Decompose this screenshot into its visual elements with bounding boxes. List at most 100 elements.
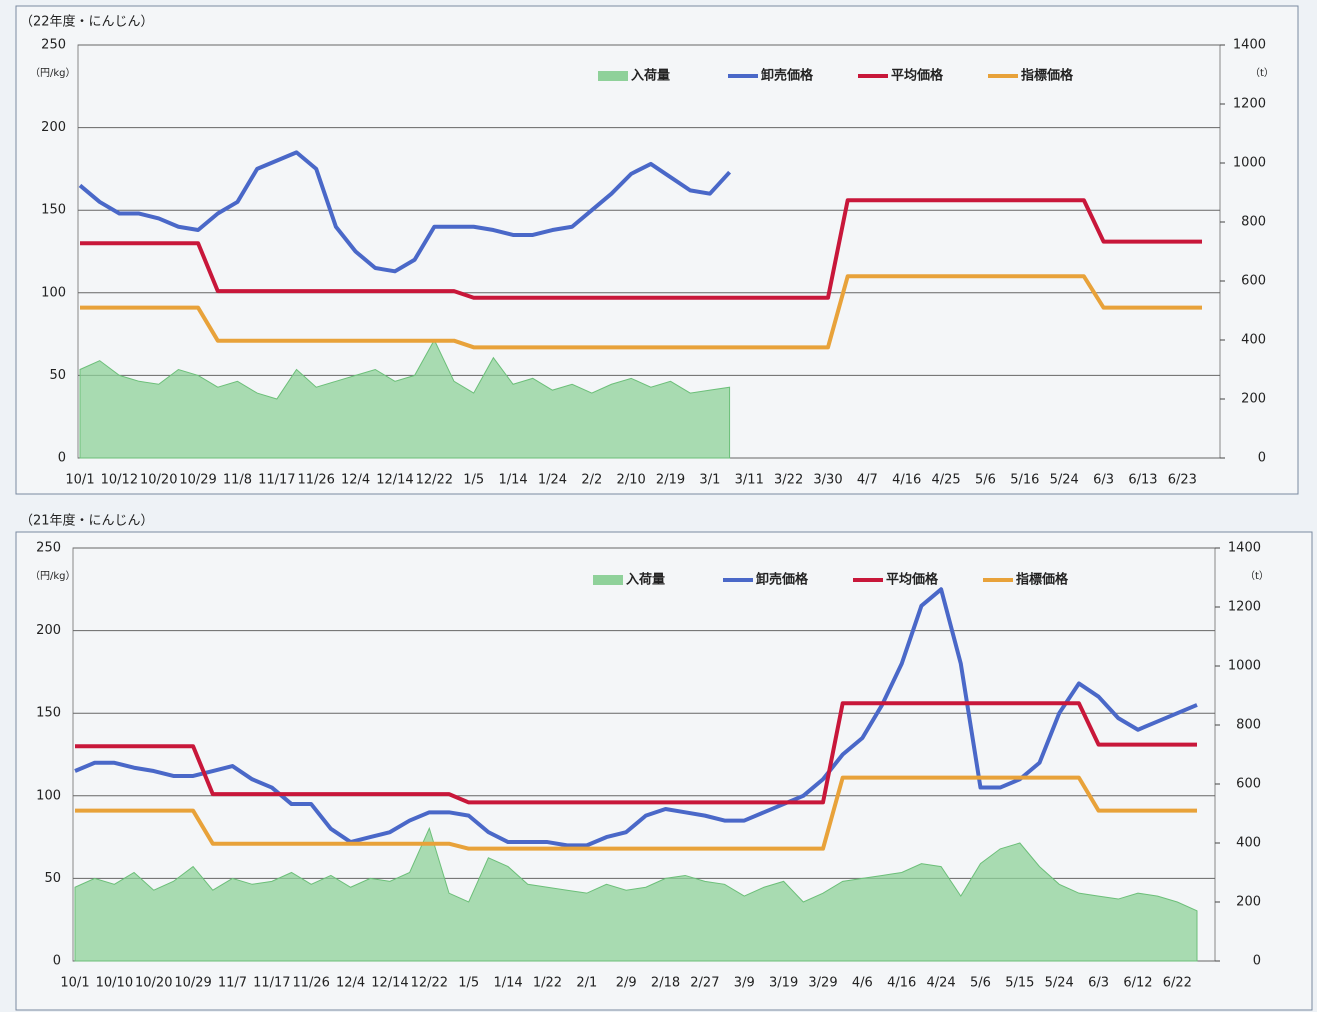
y2-tick-label: 400 <box>1236 836 1261 851</box>
x-tick-label: 11/8 <box>223 473 252 488</box>
x-tick-label: 2/1 <box>576 976 597 991</box>
x-tick-label: 5/15 <box>1005 976 1034 991</box>
x-tick-label: 2/10 <box>617 473 646 488</box>
x-tick-label: 6/13 <box>1128 473 1157 488</box>
legend-label: 入荷量 <box>626 572 665 588</box>
y-axis-label: （円/kg） <box>30 570 76 582</box>
x-tick-label: 1/22 <box>533 976 562 991</box>
x-tick-label: 10/1 <box>60 976 89 991</box>
line <box>75 775 1197 851</box>
x-tick-label: 12/14 <box>376 473 413 488</box>
y-tick-label: 0 <box>58 451 66 466</box>
y2-tick-label: 0 <box>1258 451 1266 466</box>
line <box>78 150 732 274</box>
x-tick-label: 6/22 <box>1163 976 1192 991</box>
y2-tick-label: 1000 <box>1228 659 1261 674</box>
x-tick-label: 11/17 <box>258 473 295 488</box>
x-tick-label: 3/1 <box>699 473 720 488</box>
x-tick-label: 5/24 <box>1050 473 1079 488</box>
y2-tick-label: 1400 <box>1233 38 1266 53</box>
x-tick-label: 6/12 <box>1123 976 1152 991</box>
x-tick-label: 3/11 <box>735 473 764 488</box>
y2-tick-label: 400 <box>1241 333 1266 348</box>
x-tick-label: 1/24 <box>538 473 567 488</box>
x-tick-label: 12/22 <box>411 976 448 991</box>
x-tick-label: 1/14 <box>498 473 527 488</box>
x-tick-label: 12/14 <box>371 976 408 991</box>
x-tick-label: 4/24 <box>927 976 956 991</box>
x-tick-label: 5/6 <box>975 473 996 488</box>
x-tick-label: 5/6 <box>970 976 991 991</box>
x-tick-label: 10/29 <box>174 976 211 991</box>
y-tick-label: 50 <box>49 368 66 383</box>
x-tick-label: 5/24 <box>1045 976 1074 991</box>
y-tick-label: 250 <box>36 541 61 556</box>
x-tick-label: 1/5 <box>458 976 479 991</box>
x-tick-label: 3/22 <box>774 473 803 488</box>
y2-tick-label: 1200 <box>1228 600 1261 615</box>
y2-tick-label: 1200 <box>1233 97 1266 112</box>
x-tick-label: 10/12 <box>101 473 138 488</box>
x-tick-label: 12/22 <box>416 473 453 488</box>
x-tick-label: 6/3 <box>1093 473 1114 488</box>
x-tick-label: 2/9 <box>616 976 637 991</box>
x-tick-label: 11/7 <box>218 976 247 991</box>
x-tick-label: 4/16 <box>887 976 916 991</box>
legend-label: 指標価格 <box>1016 572 1069 588</box>
y-tick-label: 200 <box>36 623 61 638</box>
legend-label: 卸売価格 <box>761 68 814 84</box>
area <box>74 826 1198 962</box>
y2-tick-label: 800 <box>1236 718 1261 733</box>
legend-label: 入荷量 <box>631 68 670 84</box>
line <box>80 198 1202 300</box>
legend-swatch <box>598 71 628 81</box>
x-tick-label: 2/2 <box>581 473 602 488</box>
y2-tick-label: 1000 <box>1233 156 1266 171</box>
legend-label: 平均価格 <box>886 572 939 588</box>
line <box>74 587 1198 848</box>
y-tick-label: 150 <box>41 203 66 218</box>
x-tick-label: 4/16 <box>892 473 921 488</box>
x-tick-label: 1/5 <box>463 473 484 488</box>
x-tick-label: 4/25 <box>932 473 961 488</box>
x-tick-label: 3/19 <box>769 976 798 991</box>
y2-tick-label: 0 <box>1253 954 1261 969</box>
y-tick-label: 50 <box>44 871 61 886</box>
line <box>80 274 1202 350</box>
x-tick-label: 11/26 <box>297 473 334 488</box>
x-tick-label: 12/4 <box>341 473 370 488</box>
x-tick-label: 4/6 <box>852 976 873 991</box>
x-tick-label: 5/16 <box>1010 473 1039 488</box>
x-tick-label: 2/19 <box>656 473 685 488</box>
x-tick-label: 1/14 <box>493 976 522 991</box>
x-tick-label: 10/10 <box>96 976 133 991</box>
legend-label: 指標価格 <box>1021 68 1074 84</box>
x-tick-label: 6/3 <box>1088 976 1109 991</box>
chart-title: （22年度・にんじん） <box>20 14 154 30</box>
y2-tick-label: 1400 <box>1228 541 1261 556</box>
y-tick-label: 0 <box>53 954 61 969</box>
x-tick-label: 12/4 <box>336 976 365 991</box>
y-tick-label: 150 <box>36 706 61 721</box>
legend-swatch <box>593 575 623 585</box>
y-tick-label: 100 <box>41 285 66 300</box>
x-tick-label: 10/1 <box>65 473 94 488</box>
x-tick-label: 10/29 <box>179 473 216 488</box>
x-tick-label: 6/23 <box>1168 473 1197 488</box>
y2-tick-label: 800 <box>1241 215 1266 230</box>
y2-tick-label: 200 <box>1241 392 1266 407</box>
x-tick-label: 2/18 <box>651 976 680 991</box>
y-axis-label: （円/kg） <box>30 67 76 79</box>
line <box>75 701 1197 805</box>
x-tick-label: 3/30 <box>813 473 842 488</box>
y2-axis-label: （t） <box>1250 67 1274 79</box>
area <box>79 338 731 459</box>
x-tick-label: 2/27 <box>690 976 719 991</box>
legend-label: 卸売価格 <box>756 572 809 588</box>
x-tick-label: 3/29 <box>808 976 837 991</box>
y2-tick-label: 600 <box>1236 777 1261 792</box>
legend-label: 平均価格 <box>891 68 944 84</box>
y-tick-label: 200 <box>41 120 66 135</box>
x-tick-label: 10/20 <box>140 473 177 488</box>
